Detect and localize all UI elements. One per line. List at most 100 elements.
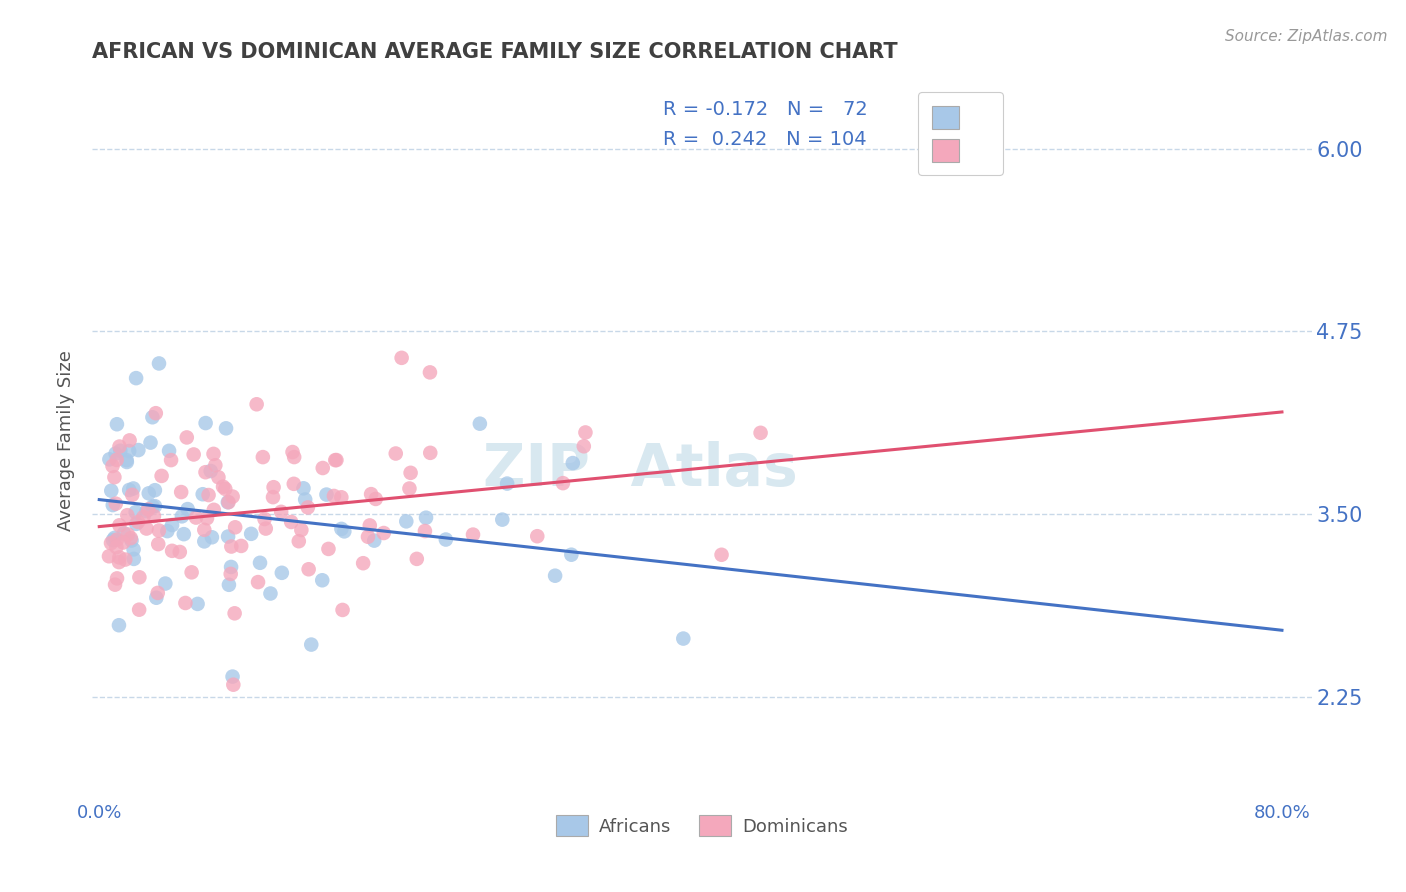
Point [254, 522, 277, 536]
Point [98, 549, 121, 564]
Point [143, 499, 166, 513]
Point [105, 453, 128, 467]
Point [288, 534, 311, 549]
Point [157, 443, 180, 458]
Point [222, 678, 245, 692]
Point [110, 443, 132, 458]
Point [217, 529, 239, 543]
Point [114, 552, 136, 566]
Point [253, 512, 276, 526]
Point [292, 481, 315, 495]
Point [363, 533, 385, 548]
Point [434, 533, 457, 547]
Point [217, 495, 239, 509]
Point [105, 540, 128, 554]
Point [195, 511, 218, 525]
Point [139, 435, 162, 450]
Point [127, 515, 149, 529]
Point [283, 450, 305, 464]
Point [352, 556, 374, 570]
Text: R = -0.172   N =   72: R = -0.172 N = 72 [662, 100, 868, 119]
Point [101, 498, 124, 512]
Point [262, 490, 284, 504]
Point [160, 453, 183, 467]
Point [330, 522, 353, 536]
Point [280, 515, 302, 529]
Point [560, 548, 582, 562]
Point [135, 522, 157, 536]
Point [104, 497, 127, 511]
Point [169, 545, 191, 559]
Point [415, 510, 437, 524]
Point [263, 480, 285, 494]
Point [148, 356, 170, 370]
Point [360, 487, 382, 501]
Point [200, 464, 222, 478]
Point [221, 540, 243, 554]
Point [156, 524, 179, 538]
Point [128, 570, 150, 584]
Point [135, 504, 157, 518]
Point [112, 535, 135, 549]
Point [98, 452, 121, 467]
Point [330, 490, 353, 504]
Y-axis label: Average Family Size: Average Family Size [58, 351, 75, 532]
Point [173, 527, 195, 541]
Point [207, 470, 229, 484]
Point [384, 446, 406, 460]
Point [231, 539, 253, 553]
Point [100, 536, 122, 550]
Point [183, 447, 205, 461]
Point [224, 520, 246, 534]
Point [219, 566, 242, 581]
Point [419, 365, 441, 379]
Point [325, 453, 347, 467]
Point [170, 485, 193, 500]
Point [194, 416, 217, 430]
Point [281, 445, 304, 459]
Point [108, 618, 131, 632]
Point [101, 533, 124, 547]
Point [115, 455, 138, 469]
Point [311, 574, 333, 588]
Point [526, 529, 548, 543]
Point [136, 502, 159, 516]
Point [332, 603, 354, 617]
Point [247, 575, 270, 590]
Point [212, 480, 235, 494]
Point [120, 531, 142, 545]
Point [246, 397, 269, 411]
Point [105, 533, 128, 547]
Point [184, 510, 207, 524]
Point [221, 670, 243, 684]
Legend: Africans, Dominicans: Africans, Dominicans [548, 808, 855, 844]
Point [364, 491, 387, 506]
Point [180, 566, 202, 580]
Point [202, 447, 225, 461]
Point [125, 371, 148, 385]
Point [160, 518, 183, 533]
Point [108, 440, 131, 454]
Point [104, 531, 127, 545]
Point [298, 562, 321, 576]
Point [124, 505, 146, 519]
Point [187, 597, 209, 611]
Point [121, 488, 143, 502]
Point [193, 523, 215, 537]
Point [312, 461, 335, 475]
Point [117, 508, 139, 523]
Point [145, 406, 167, 420]
Point [118, 444, 141, 458]
Point [297, 500, 319, 515]
Point [174, 596, 197, 610]
Point [118, 434, 141, 448]
Point [357, 530, 380, 544]
Point [574, 425, 596, 440]
Point [398, 482, 420, 496]
Point [105, 417, 128, 432]
Point [148, 537, 170, 551]
Point [218, 578, 240, 592]
Point [710, 548, 733, 562]
Point [572, 439, 595, 453]
Point [170, 509, 193, 524]
